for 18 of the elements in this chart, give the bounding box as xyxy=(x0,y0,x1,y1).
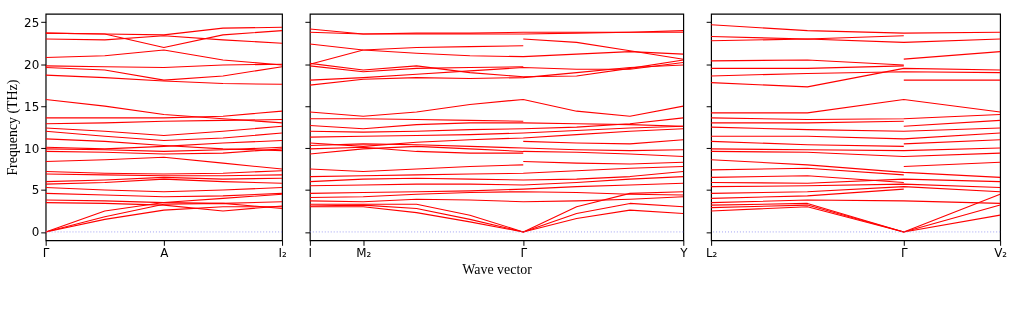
x-tick-label: I xyxy=(308,245,313,260)
x-tick-label: I₂ xyxy=(278,245,287,260)
x-tick-label: V₂ xyxy=(994,245,1008,260)
y-tick-label: 25 xyxy=(24,15,40,30)
x-axis-title: Wave vector xyxy=(462,261,533,277)
y-tick-label: 5 xyxy=(31,183,40,198)
y-tick-label: 0 xyxy=(31,225,40,240)
x-tick-label: L₂ xyxy=(705,245,718,260)
x-tick-label: Γ xyxy=(900,245,908,260)
x-tick-label: Y xyxy=(679,245,689,260)
y-tick-label: 10 xyxy=(24,141,40,156)
y-tick-label: 15 xyxy=(24,99,40,114)
x-tick-label: Γ xyxy=(42,245,50,260)
y-axis-title: Frequency (THz) xyxy=(5,79,22,176)
x-tick-label: M₂ xyxy=(356,245,372,260)
y-tick-label: 20 xyxy=(24,57,40,72)
x-tick-label: A xyxy=(160,245,170,260)
x-tick-label: Γ xyxy=(520,245,528,260)
